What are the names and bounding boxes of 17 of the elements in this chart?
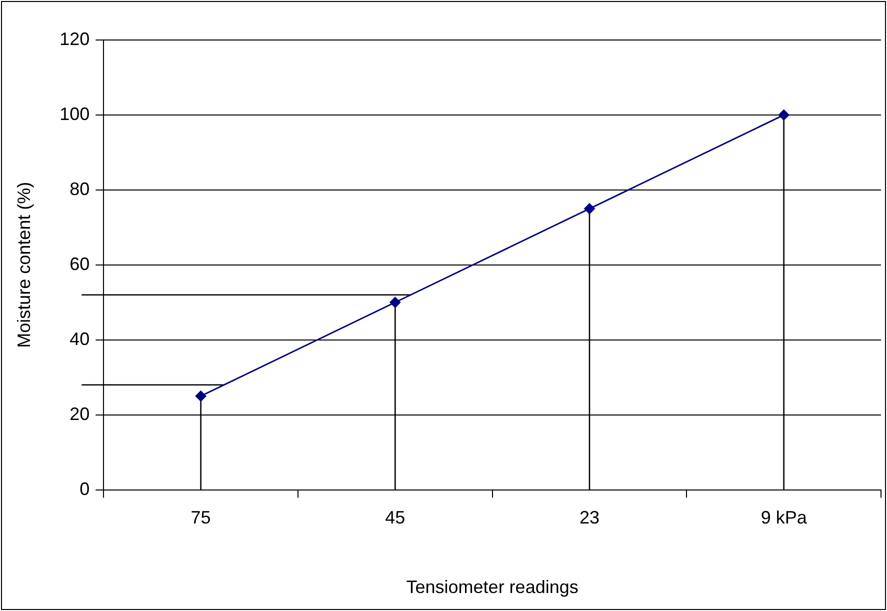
point [195,390,206,402]
point [584,203,595,214]
x-tick-label: 75 [190,508,211,528]
x-axis-title: Tensiometer readings [406,577,578,598]
y-tick-label: 20 [70,404,90,424]
x-tick-label: 23 [579,508,600,528]
y-tick-label: 100 [60,104,90,124]
y-axis-title: Moisture content (%) [14,182,34,348]
point [778,109,790,120]
y-tick-label: 120 [60,28,90,49]
point [390,296,401,308]
x-tick-label: 9 kPa [760,508,808,528]
y-tick-label: 80 [70,178,90,199]
y-tick-label: 60 [70,254,90,274]
y-tick-label: 40 [70,328,90,349]
y-tick-label: 0 [80,478,90,499]
x-tick-label: 45 [385,508,406,528]
